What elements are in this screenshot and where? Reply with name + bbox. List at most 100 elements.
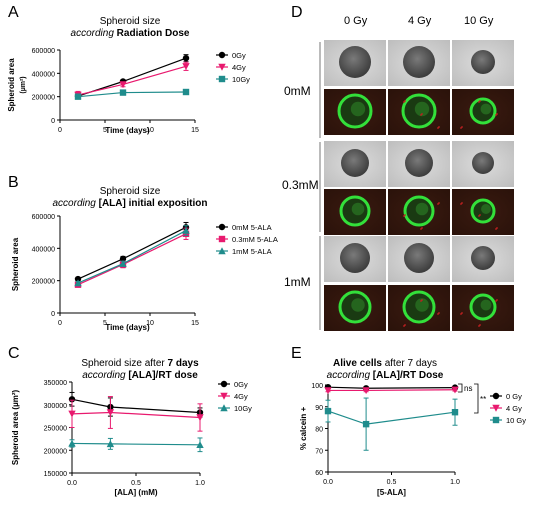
x-axis-label: [ALA] (mM) <box>114 488 157 497</box>
brightfield-image <box>388 141 450 187</box>
legend-label: 0.3mM 5-ALA <box>232 235 278 244</box>
x-tick-label: 15 <box>191 127 199 134</box>
legend-item: 0mM 5-ALA <box>216 223 272 232</box>
y-tick-label: 0 <box>51 311 55 318</box>
y-tick-label: 250000 <box>44 426 67 433</box>
plot-area: 60 70 80 90 100 0.0 0.5 1.0 <box>311 383 460 486</box>
data-point <box>196 441 204 448</box>
panel-letter-d: D <box>291 4 303 21</box>
microscopy-grid <box>319 40 514 331</box>
data-point <box>106 440 115 448</box>
data-point <box>324 387 332 395</box>
legend-label: 4Gy <box>232 63 246 72</box>
legend-marker <box>220 392 228 400</box>
legend-marker <box>220 380 228 388</box>
x-tick-label: 10 <box>146 127 154 134</box>
legend-item: 10Gy <box>218 404 252 413</box>
panel-letter-e: E <box>291 345 302 362</box>
series-line <box>71 411 201 419</box>
plot-area: 150000 200000 250000 300000 350000 0.0 0.5 1.0 <box>44 380 205 487</box>
sig-bracket-star <box>474 383 479 414</box>
data-point <box>119 255 127 263</box>
brightfield-image <box>452 40 514 86</box>
fluorescence-image <box>324 285 386 331</box>
x-tick-label: 15 <box>191 320 199 327</box>
x-tick-label: 10 <box>146 320 154 327</box>
y-tick-label: 200000 <box>44 448 67 455</box>
series-1 <box>74 227 190 288</box>
legend-item: 10Gy <box>216 75 250 84</box>
series-line <box>77 91 187 98</box>
legend-label: 0Gy <box>234 380 248 389</box>
series-line <box>327 410 456 425</box>
title-italic: according <box>52 198 96 209</box>
brightfield-image <box>324 141 386 187</box>
legend-item: 1mM 5-ALA <box>216 247 272 256</box>
series-0 <box>74 221 190 283</box>
chart-title-line2: according [ALA]/RT Dose <box>327 370 444 381</box>
brightfield-image <box>388 236 450 282</box>
legend-marker <box>218 223 226 231</box>
legend-marker <box>218 51 226 59</box>
chart-a: Spheroid size according Radiation Dose 0… <box>7 16 250 135</box>
x-tick-label: 0.0 <box>323 479 333 486</box>
x-tick-label: 1.0 <box>195 480 205 487</box>
microscopy-panel: 0 Gy 4 Gy 10 Gy 0mM 0.3mM 1mM <box>280 0 550 340</box>
panel-letter-c: C <box>8 345 20 362</box>
data-point <box>182 54 190 62</box>
fluorescence-image <box>388 89 450 135</box>
legend-item: 10 Gy <box>490 416 526 425</box>
data-point <box>119 81 127 89</box>
x-tick-label: 0 <box>58 127 62 134</box>
series-2 <box>74 88 190 100</box>
data-point <box>119 259 127 267</box>
chart-e: Alive cells after 7 days according [ALA]… <box>299 358 526 497</box>
data-point <box>362 420 370 428</box>
legend-label: 10Gy <box>232 75 250 84</box>
data-point <box>182 63 190 71</box>
title-bold: [ALA]/RT dose <box>128 370 198 381</box>
series-2 <box>324 397 459 451</box>
data-point <box>451 386 459 394</box>
row-label-0-3mm: 0.3mM <box>282 178 319 192</box>
fluorescence-image <box>452 89 514 135</box>
series-2 <box>74 225 190 287</box>
series-line <box>77 65 187 96</box>
fluorescence-image <box>388 189 450 235</box>
x-tick-label: 1.0 <box>450 479 460 486</box>
plot-area: 0 200000 400000 600000 0 5 10 15 <box>32 48 199 134</box>
y-tick-label: 70 <box>315 448 323 455</box>
legend-label: 0Gy <box>232 51 246 60</box>
legend-item: 4Gy <box>216 63 246 72</box>
x-tick-label: 5 <box>103 320 107 327</box>
y-axis-label: Spheroid area (µm²) <box>11 390 20 466</box>
legend-item: 4 Gy <box>490 404 522 413</box>
legend-marker <box>492 416 500 424</box>
x-axis-label: Time (days) <box>105 323 150 332</box>
data-point <box>451 408 459 416</box>
y-axis-label: Spheroid area <box>7 58 16 112</box>
title-italic: according <box>71 28 115 39</box>
data-point <box>182 88 190 96</box>
chart-title-line1: Spheroid size after 7 days <box>81 358 199 369</box>
column-label-4gy: 4 Gy <box>408 15 432 27</box>
y-tick-label: 400000 <box>32 71 55 78</box>
brightfield-image <box>452 236 514 282</box>
sig-label-ns: ns <box>464 384 472 393</box>
chart-title-line2: according [ALA]/RT dose <box>82 370 198 381</box>
legend-item: 0.3mM 5-ALA <box>216 235 278 244</box>
data-point <box>324 407 332 415</box>
legend-label: 1mM 5-ALA <box>232 247 272 256</box>
x-tick-label: 0.0 <box>67 480 77 487</box>
x-tick-label: 5 <box>103 127 107 134</box>
data-point <box>68 439 76 447</box>
fluorescence-image <box>324 189 386 235</box>
fluorescence-image <box>452 285 514 331</box>
y-tick-label: 400000 <box>32 246 55 253</box>
chart-b: Spheroid size according [ALA] initial ex… <box>11 186 278 332</box>
title-plain: Spheroid size after <box>81 358 165 369</box>
x-tick-label: 0 <box>58 320 62 327</box>
legend-label: 4 Gy <box>506 404 522 413</box>
chart-title-line1: Spheroid size <box>100 186 161 197</box>
data-point <box>182 226 190 234</box>
